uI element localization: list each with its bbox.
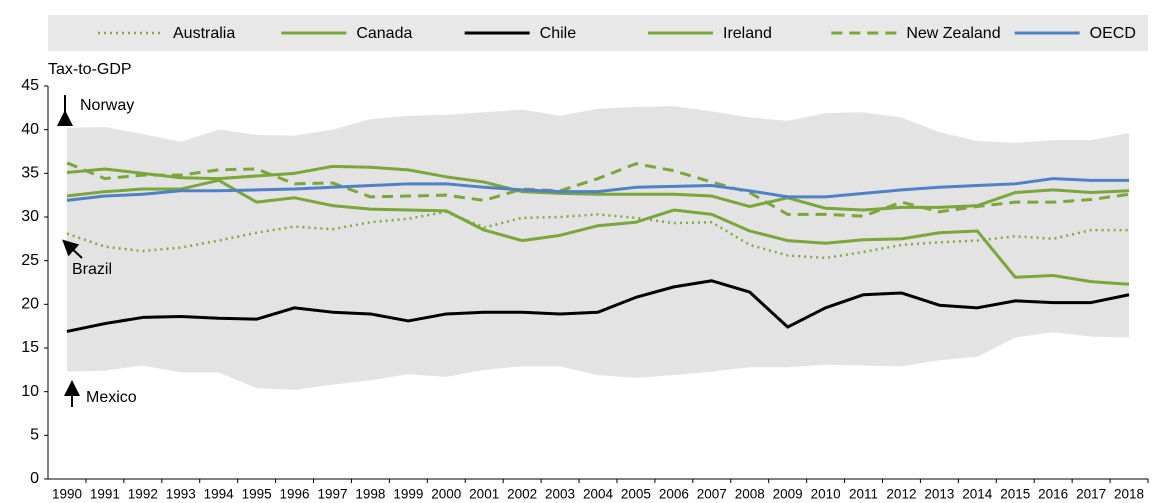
y-tick-label: 20 bbox=[21, 296, 39, 313]
legend-label: Australia bbox=[173, 25, 235, 42]
legend-background bbox=[48, 15, 1148, 51]
series-line bbox=[66, 210, 1130, 260]
legend-label: New Zealand bbox=[906, 25, 1000, 42]
x-tick-label: 2010 bbox=[811, 487, 841, 502]
x-tick-label: 1991 bbox=[90, 487, 120, 502]
x-tick-label: 2009 bbox=[773, 487, 803, 502]
y-tick-label: 25 bbox=[21, 252, 39, 269]
legend-label: Ireland bbox=[723, 25, 772, 42]
annotation: Mexico bbox=[86, 389, 137, 406]
x-tick-label: 2015 bbox=[1000, 487, 1030, 502]
series-line bbox=[66, 279, 1130, 333]
x-tick-label: 1992 bbox=[128, 487, 158, 502]
y-tick-label: 15 bbox=[21, 339, 39, 356]
y-tick-label: 0 bbox=[30, 470, 39, 487]
annotation: Norway bbox=[80, 97, 134, 114]
legend-label: Chile bbox=[540, 25, 577, 42]
x-tick-label: 2013 bbox=[924, 487, 954, 502]
x-tick-label: 2008 bbox=[735, 487, 765, 502]
legend-label: Canada bbox=[356, 25, 412, 42]
x-tick-label: 2004 bbox=[583, 487, 614, 502]
x-tick-label: 1995 bbox=[242, 487, 272, 502]
y-axis-label: Tax-to-GDP bbox=[48, 61, 132, 78]
x-tick-label: 2016 bbox=[1038, 487, 1068, 502]
y-tick-label: 5 bbox=[30, 427, 39, 444]
y-tick-label: 40 bbox=[21, 121, 39, 138]
series-line bbox=[66, 177, 1130, 202]
x-tick-label: 1996 bbox=[280, 487, 310, 502]
x-tick-label: 2001 bbox=[469, 487, 499, 502]
series-line bbox=[66, 164, 1130, 212]
legend-label: OECD bbox=[1090, 25, 1136, 42]
x-tick-label: 2000 bbox=[431, 487, 461, 502]
plot: 0 5 10 15 20 25 30 35 40 45 1990 1991 1992 1993 1994 19… bbox=[21, 77, 1149, 502]
x-tick-label: 2012 bbox=[886, 487, 916, 502]
y-tick-label: 45 bbox=[21, 77, 39, 94]
x-tick-label: 2017 bbox=[1076, 487, 1106, 502]
y-tick-label: 30 bbox=[21, 208, 39, 225]
x-tick-label: 2007 bbox=[697, 487, 727, 502]
x-tick-label: 1997 bbox=[317, 487, 347, 502]
x-tick-label: 1993 bbox=[166, 487, 196, 502]
x-tick-label: 2011 bbox=[849, 487, 878, 502]
x-tick-label: 1998 bbox=[355, 487, 385, 502]
x-tick-label: 2005 bbox=[621, 487, 651, 502]
annotation: Brazil bbox=[72, 261, 112, 278]
annotation-arrow bbox=[62, 239, 83, 259]
x-tick-label: 2014 bbox=[962, 487, 993, 502]
x-tick-label: 2006 bbox=[659, 487, 689, 502]
range-band bbox=[66, 106, 1130, 390]
y-tick-label: 10 bbox=[21, 383, 39, 400]
x-tick-label: 2002 bbox=[507, 487, 537, 502]
x-tick-label: 1994 bbox=[204, 487, 235, 502]
series-line bbox=[66, 161, 1130, 218]
x-tick-label: 1999 bbox=[393, 487, 423, 502]
y-tick-label: 35 bbox=[21, 165, 39, 182]
series-line bbox=[66, 178, 1130, 286]
x-tick-label: 2003 bbox=[545, 487, 575, 502]
x-tick-label: 2018 bbox=[1114, 487, 1144, 502]
x-tick-label: 1990 bbox=[52, 487, 82, 502]
